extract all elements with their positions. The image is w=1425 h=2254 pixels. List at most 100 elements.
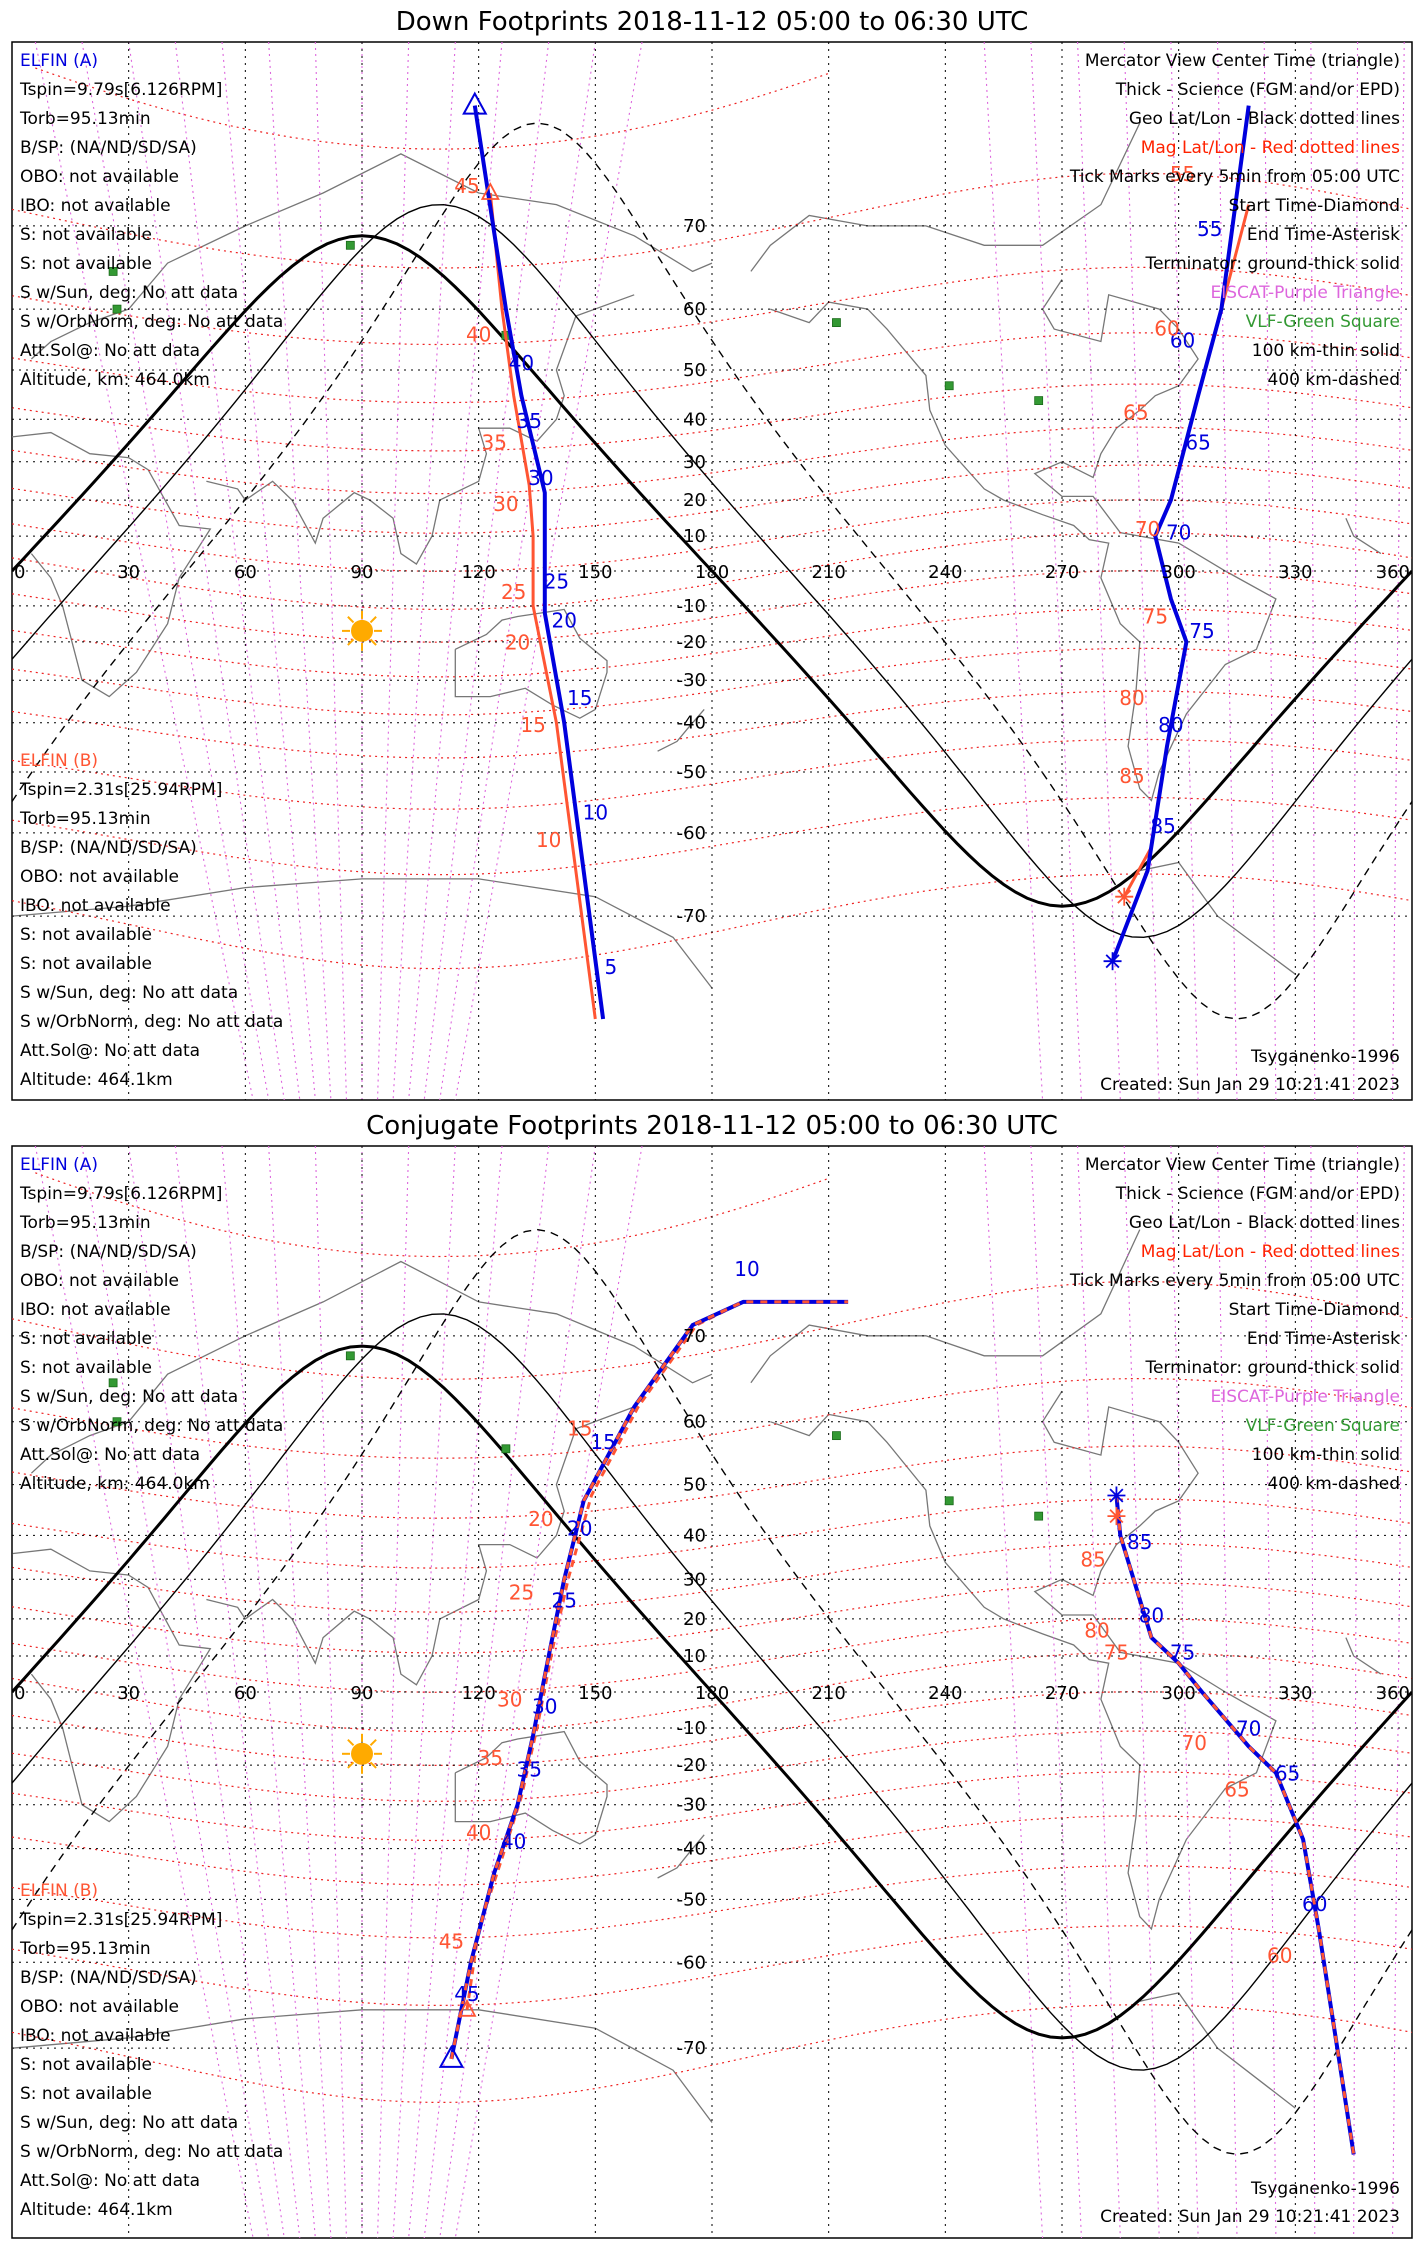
track-time-tick-label: 15	[590, 1430, 615, 1454]
mag-lat-line	[12, 1445, 1412, 1519]
eiscat-grid-line	[1170, 1146, 1199, 2238]
asterisk-stroke	[1105, 954, 1120, 969]
legend-line: Geo Lat/Lon - Black dotted lines	[1129, 109, 1400, 129]
track-time-tick-label: 20	[567, 1516, 592, 1540]
track-time-tick-label: 25	[551, 1588, 576, 1612]
vlf-station-square	[112, 1417, 122, 1427]
track-time-tick-label: 25	[509, 1580, 534, 1604]
panel-2-elfin-a-info: ELFIN (A) Tspin=9.79s[6.126RPM] Torb=95.…	[19, 1155, 283, 1494]
legend-line: 400 km-dashed	[1268, 1474, 1400, 1494]
sun-ray	[347, 1738, 355, 1747]
sun-disc	[351, 1742, 373, 1765]
map-content: 4035302520151055560657075808545403530252…	[12, 42, 1412, 1100]
panel-2-created-label: Created: Sun Jan 29 10:21:41 2023	[1100, 2207, 1400, 2227]
panel-2-b-line: Tspin=2.31s[25.94RPM]	[19, 1910, 222, 1930]
coastline	[206, 294, 635, 566]
x-tick-label: 300	[1161, 1683, 1195, 1704]
coastline	[12, 1992, 1296, 2123]
panel-1-created-label: Created: Sun Jan 29 10:21:41 2023	[1100, 1075, 1400, 1095]
y-tick-label: 10	[683, 526, 706, 547]
sun-ray	[347, 638, 355, 646]
track-time-tick-label: 65	[1224, 1778, 1249, 1802]
vlf-station-square	[345, 1351, 355, 1361]
panel-1-a-line: B/SP: (NA/ND/SD/SA)	[20, 138, 197, 158]
legend-line: 100 km-thin solid	[1252, 1445, 1400, 1465]
eiscat-grid-line	[314, 1146, 347, 2238]
coastline	[770, 279, 1277, 802]
panel-1-b-line: S w/OrbNorm, deg: No att data	[20, 1012, 283, 1032]
triangle-start-marker	[480, 182, 500, 200]
triangle-start-marker	[457, 1998, 477, 2017]
x-tick-label: 360	[1376, 562, 1410, 583]
track-time-tick-label: 35	[516, 409, 541, 433]
panel-2-b-line: S: not available	[20, 2084, 152, 2104]
vlf-station-square	[108, 267, 118, 276]
panel-1-a-line: S: not available	[20, 225, 152, 245]
track-time-tick-label: 75	[1189, 619, 1214, 643]
panel-1-elfin-a-info: ELFIN (A) Tspin=9.79s[6.126RPM] Torb=95.…	[19, 51, 283, 390]
x-tick-label: 60	[234, 1683, 257, 1704]
panel-1-b-line: Altitude: 464.1km	[20, 1070, 173, 1090]
y-tick-label: 20	[683, 490, 706, 511]
legend-line: Terminator: ground-thick solid	[1144, 1358, 1400, 1378]
track-time-tick-label: 5	[605, 955, 618, 979]
track-time-tick-label: 20	[505, 630, 530, 654]
x-tick-label: 270	[1045, 562, 1079, 583]
panel-1-a-name: ELFIN (A)	[20, 51, 98, 71]
panel-1-a-line: S: not available	[20, 254, 152, 274]
mag-lat-line	[12, 332, 1412, 404]
track-time-tick-label: 35	[478, 1746, 503, 1770]
panel-2-elfin-b-info: ELFIN (B) Tspin=2.31s[25.94RPM] Torb=95.…	[19, 1881, 283, 2220]
coastline	[12, 1548, 1382, 1823]
panel-2-b-line: IBO: not available	[20, 2026, 171, 2046]
x-tick-label: 30	[117, 562, 140, 583]
panel-1-title: Down Footprints 2018-11-12 05:00 to 06:3…	[396, 7, 1029, 37]
legend-line: End Time-Asterisk	[1247, 1329, 1400, 1349]
track-time-tick-label: 40	[466, 1820, 491, 1844]
legend-line: Thick - Science (FGM and/or EPD)	[1115, 80, 1400, 100]
mag-lat-line	[12, 383, 1412, 452]
panel-2-a-line: S w/Sun, deg: No att data	[20, 1387, 238, 1407]
eiscat-grid-line	[221, 1146, 316, 2238]
track-time-tick-label: 10	[734, 1257, 759, 1281]
legend-line: VLF-Green Square	[1246, 1416, 1400, 1436]
panel-2-b-line: Altitude: 464.1km	[20, 2200, 173, 2220]
asterisk-end-marker	[1107, 1507, 1126, 1526]
x-tick-label: 240	[928, 1683, 962, 1704]
track-time-tick-label: 60	[1302, 1892, 1327, 1916]
panel-2-b-line: Att.Sol@: No att data	[20, 2171, 200, 2191]
panel-1-b-line: S w/Sun, deg: No att data	[20, 983, 238, 1003]
y-tick-label: 40	[683, 409, 706, 430]
legend-line: 400 km-dashed	[1268, 370, 1400, 390]
elfin-a-track-pass2	[1110, 105, 1251, 962]
eiscat-grid-line	[314, 42, 347, 1100]
mag-lat-line	[12, 1771, 1412, 1842]
y-tick-label: 60	[683, 1412, 706, 1433]
y-tick-label: -40	[677, 1839, 706, 1860]
track-time-tick-label: 15	[520, 713, 545, 737]
y-tick-label: -10	[677, 1718, 706, 1739]
asterisk-stroke	[1117, 889, 1132, 904]
track-time-tick-label: 40	[509, 351, 534, 375]
track-time-tick-label: 10	[536, 828, 561, 852]
mag-lat-line	[12, 1815, 1412, 1886]
panel-1-b-line: Torb=95.13min	[19, 809, 151, 829]
track-time-tick-label: 20	[551, 608, 576, 632]
eiscat-grid-line	[1353, 42, 1359, 1100]
track-time-tick-label: 60	[1154, 316, 1179, 340]
panel-1-b-line: Tspin=2.31s[25.94RPM]	[19, 780, 222, 800]
coastline	[750, 122, 1141, 272]
eiscat-grid-line	[1263, 1146, 1277, 2238]
track-time-tick-label: 25	[501, 580, 526, 604]
panel-1-b-line: B/SP: (NA/ND/SD/SA)	[20, 838, 197, 858]
eiscat-grid-line	[1170, 42, 1199, 1100]
panel-1-map: 4035302520151055560657075808545403530252…	[12, 42, 1412, 1100]
x-tick-label: 180	[695, 1683, 729, 1704]
x-tick-label: 60	[234, 562, 257, 583]
eiscat-grid-line	[1123, 1146, 1160, 2238]
track-time-tick-label: 10	[583, 800, 608, 824]
track-time-tick-label: 15	[567, 686, 592, 710]
eiscat-grid-line	[1123, 42, 1160, 1100]
eiscat-grid-line	[81, 1146, 270, 2238]
